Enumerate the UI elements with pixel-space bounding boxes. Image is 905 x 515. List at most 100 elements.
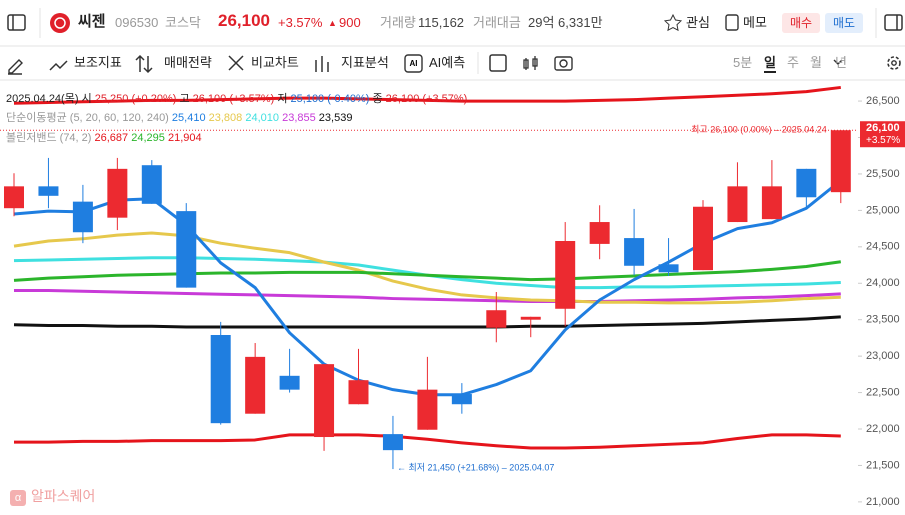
candle-body [107,168,128,218]
candle-body [417,389,438,430]
ma-value: 25,410 [171,112,206,124]
close-label: 종 [372,93,383,105]
market: 코스닥 [165,15,201,30]
bb-legend: 볼린저밴드 (74, 2) 26,687 24,295 21,904 [6,130,202,146]
y-tick-label: 22,500 [866,386,900,398]
watch-button[interactable]: 관심 [686,15,710,30]
memo-button[interactable]: 메모 [743,15,767,30]
y-tick-label: 24,500 [866,241,900,253]
up-arrow: ▲ [328,18,337,28]
panel-icon[interactable] [884,14,903,31]
candle-body [796,168,817,198]
tool-icon [135,54,153,74]
buy-button[interactable]: 매수 [782,13,821,33]
sidebar-icon[interactable] [7,14,26,31]
price: 26,100 [218,11,270,30]
price-tag-text: 26,100 [866,122,900,134]
volume: 115,162 [418,15,465,30]
candle-body [210,335,231,424]
period-button[interactable]: 년 [835,55,847,70]
candle-body [451,394,472,405]
ma-value: 24,010 [245,112,280,124]
watermark-text: 알파스퀘어 [31,488,96,504]
candle-body [348,380,369,405]
dropdown-icon[interactable] [833,59,843,65]
candle-body [4,186,24,209]
price-tag-text: +3.57% [866,135,900,146]
candle-body [693,206,713,271]
price-tag [860,121,905,148]
tool-icon [49,60,68,71]
candle-icon[interactable] [523,56,538,70]
candle-body [830,130,851,193]
low-label: 저 [277,93,288,105]
y-tick-label: 23,500 [866,314,900,326]
candle-body [555,240,576,309]
ma-value: 23,539 [318,112,353,124]
candle-body [520,316,541,320]
camera-icon[interactable] [554,56,573,71]
period-button[interactable]: 5분 [733,55,753,70]
ma-label: 단순이동평균 (5, 20, 60, 120, 240) [6,112,169,124]
candle-body [658,264,679,273]
tool-icon [228,55,244,71]
settings-icon[interactable] [887,56,901,70]
watermark-icon: α [10,490,26,506]
info-line: 2025.04.24(목) 시 25,250 (+0.20%) 고 26,100… [6,91,467,107]
candle-body [72,201,93,233]
tool-button[interactable]: 매매전략 [164,55,212,70]
settings-icon [891,60,897,66]
amount-label: 거래대금 [473,15,521,30]
period-button[interactable]: 월 [810,55,822,70]
candle-body [382,434,403,451]
camera-icon [559,59,568,68]
tool-icon [315,56,329,72]
box-icon[interactable] [489,54,507,72]
tool-button[interactable]: 비교차트 [251,55,299,70]
low-annotation: ← 최저 21,450 (+21.68%) – 2025.04.07 [397,462,554,472]
volume-label: 거래량 [380,15,416,30]
plot: 21,000 21,500 22,000 22,500 23,000 23,500 24,0… [0,85,905,508]
indicator-line [14,433,841,450]
stock-name: 씨젠 [78,13,106,30]
y-tick-label: 21,500 [866,459,900,471]
tool-button[interactable]: 지표분석 [341,55,389,70]
ma-value: 23,808 [208,112,243,124]
candle-body [279,375,300,390]
high-annotation: 최고 26,100 (0.00%) – 2025.04.24 [691,125,827,135]
y-tick-label: 21,000 [866,496,900,508]
star-icon[interactable] [663,13,683,32]
ai-icon-text: AI [410,59,418,68]
stock-code: 096530 [115,15,159,30]
y-tick-label: 25,000 [866,204,900,216]
logo [50,13,70,33]
close: 26,100 (+3.57%) [385,93,468,105]
candle-body [141,165,162,204]
bb-label: 볼린저밴드 (74, 2) [6,132,92,144]
bb-value: 21,904 [167,132,202,144]
candle-body [624,238,645,266]
sell-button[interactable]: 매도 [825,13,864,33]
low: 25,100 (-0.40%) [290,93,370,105]
period-button[interactable]: 일 [764,55,776,73]
period-button[interactable]: 주 [787,55,799,70]
tool-button[interactable]: AI예측 [429,55,466,70]
candle-body [245,356,266,414]
indicator-line [13,85,841,105]
tool-button[interactable]: 보조지표 [74,55,122,70]
logo [54,17,66,29]
draw-icon[interactable] [8,59,23,75]
candle-body [486,310,507,328]
indicator-line [14,289,841,303]
indicator-line [13,315,841,329]
ma-value: 23,855 [282,112,316,124]
open: 25,250 (+0.20%) [94,93,177,105]
memo-icon[interactable] [725,14,739,31]
y-tick-label: 22,000 [866,423,900,435]
candle-body [314,364,335,438]
candle-body [176,211,197,288]
amount: 29억 6,331만 [528,15,603,30]
date: 2025.04.24(목) [6,93,79,105]
